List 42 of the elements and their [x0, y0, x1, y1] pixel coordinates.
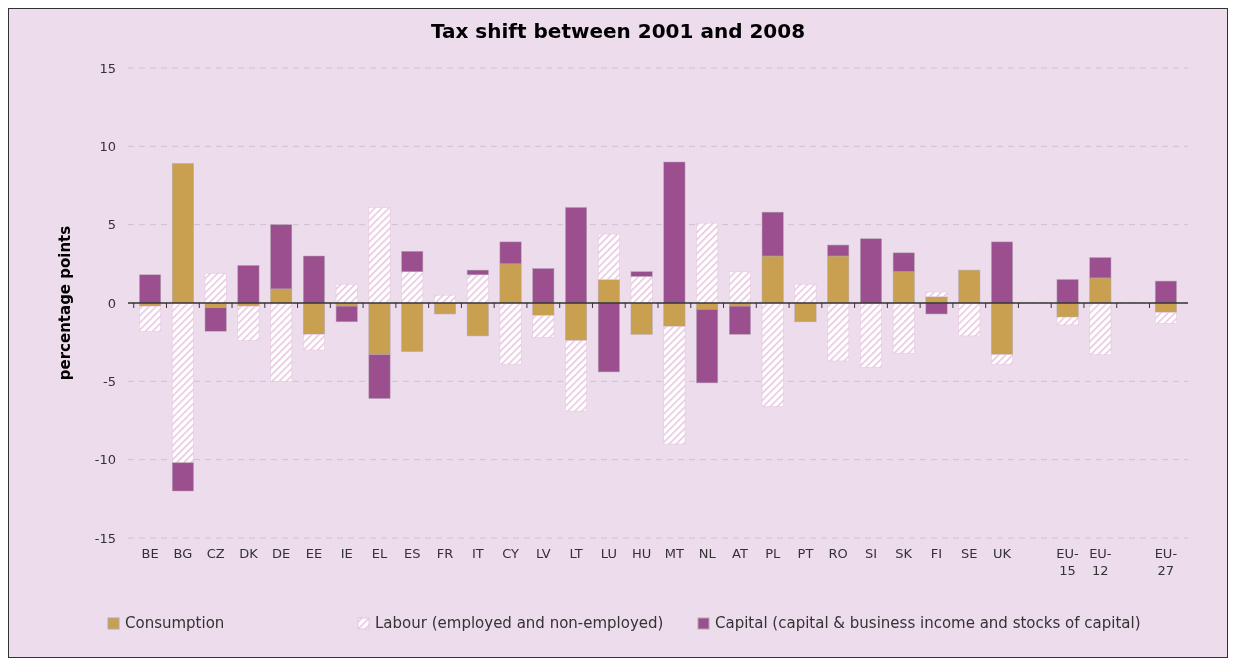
x-tick-label: BE	[141, 546, 159, 561]
y-tick-label: -5	[103, 373, 116, 389]
legend-label: Consumption	[125, 614, 225, 632]
x-tick-label: DE	[272, 546, 291, 561]
x-tick-label: SK	[895, 546, 913, 561]
legend-label: Labour (employed and non-employed)	[375, 614, 664, 632]
x-tick-label: AT	[732, 546, 748, 561]
x-tick-label: EU-27	[1154, 546, 1178, 578]
y-tick-label: -15	[94, 530, 116, 546]
x-tick-label: ES	[404, 546, 421, 561]
x-tick-label: EE	[305, 546, 323, 561]
x-tick-label: CY	[502, 546, 519, 561]
x-tick-label: BG	[173, 546, 193, 561]
x-tick-label: LT	[569, 546, 583, 561]
x-tick-label: UK	[993, 546, 1012, 561]
x-tick-label: IE	[340, 546, 353, 561]
x-tick-label: HU	[631, 546, 652, 561]
y-tick-label: 5	[107, 217, 116, 233]
x-tick-label: FI	[930, 546, 943, 561]
x-tick-label: SI	[864, 546, 878, 561]
y-tick-label: 10	[99, 138, 116, 154]
y-axis-title: percentage points	[56, 225, 74, 381]
x-tick-label: IT	[471, 546, 484, 561]
x-tick-label: RO	[828, 546, 848, 561]
legend-label: Capital (capital & business income and stocks of capital)	[715, 614, 1141, 632]
chart-title: Tax shift between 2001 and 2008	[430, 19, 806, 43]
x-tick-label: EU-15	[1056, 546, 1080, 578]
x-tick-label: LV	[535, 546, 551, 561]
x-tick-label: LU	[600, 546, 617, 561]
x-tick-label: FR	[436, 546, 454, 561]
x-tick-label: NL	[698, 546, 717, 561]
y-tick-label: 0	[107, 295, 116, 311]
x-tick-label: DK	[239, 546, 259, 561]
x-tick-label: PT	[797, 546, 814, 561]
x-tick-label: MT	[664, 546, 685, 561]
y-tick-label: -10	[94, 452, 116, 468]
x-tick-label: PL	[765, 546, 781, 561]
x-tick-label: CZ	[206, 546, 225, 561]
x-tick-label: EL	[371, 546, 388, 561]
x-tick-label: SE	[961, 546, 978, 561]
y-tick-label: 15	[99, 60, 116, 76]
x-tick-label: EU-12	[1089, 546, 1112, 578]
